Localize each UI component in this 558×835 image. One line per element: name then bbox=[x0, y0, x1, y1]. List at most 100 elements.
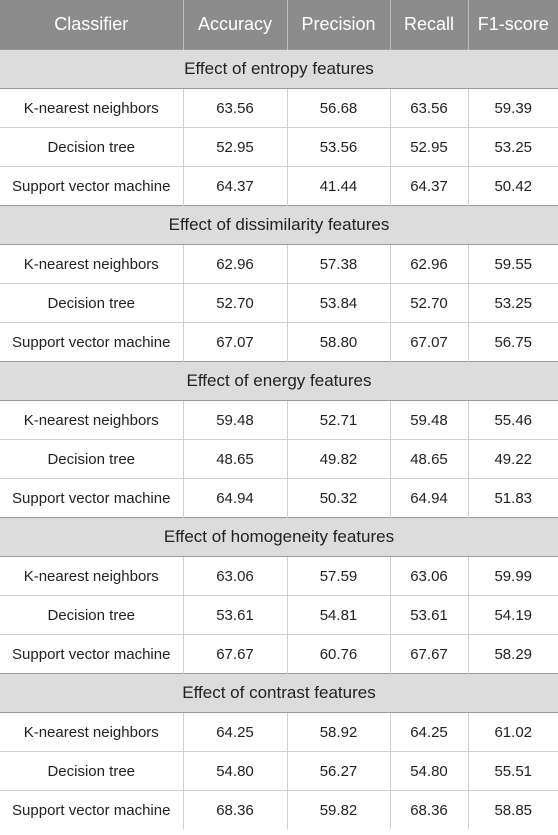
classifier-cell: Support vector machine bbox=[0, 790, 184, 829]
table-row: Decision tree 48.65 49.82 48.65 49.22 bbox=[0, 439, 558, 479]
precision-cell: 49.82 bbox=[287, 439, 391, 479]
precision-cell: 41.44 bbox=[287, 166, 391, 206]
table-row: K-nearest neighbors 59.48 52.71 59.48 55… bbox=[0, 400, 558, 440]
precision-cell: 59.82 bbox=[287, 790, 391, 829]
recall-cell: 52.95 bbox=[390, 127, 469, 167]
f1-score-cell: 53.25 bbox=[468, 127, 558, 167]
f1-score-cell: 55.51 bbox=[468, 751, 558, 791]
f1-score-cell: 54.19 bbox=[468, 595, 558, 635]
header-accuracy: Accuracy bbox=[183, 0, 288, 50]
recall-cell: 67.67 bbox=[390, 634, 469, 674]
recall-cell: 48.65 bbox=[390, 439, 469, 479]
table-row: Support vector machine 67.07 58.80 67.07… bbox=[0, 322, 558, 362]
classifier-cell: Support vector machine bbox=[0, 634, 184, 674]
classifier-cell: Decision tree bbox=[0, 439, 184, 479]
accuracy-cell: 64.37 bbox=[183, 166, 288, 206]
table-row: K-nearest neighbors 64.25 58.92 64.25 61… bbox=[0, 712, 558, 752]
accuracy-cell: 62.96 bbox=[183, 244, 288, 284]
precision-cell: 50.32 bbox=[287, 478, 391, 518]
precision-cell: 58.80 bbox=[287, 322, 391, 362]
recall-cell: 63.06 bbox=[390, 556, 469, 596]
table-row: Support vector machine 67.67 60.76 67.67… bbox=[0, 634, 558, 674]
precision-cell: 60.76 bbox=[287, 634, 391, 674]
precision-cell: 53.84 bbox=[287, 283, 391, 323]
accuracy-cell: 63.06 bbox=[183, 556, 288, 596]
f1-score-cell: 59.55 bbox=[468, 244, 558, 284]
recall-cell: 52.70 bbox=[390, 283, 469, 323]
table-row: Decision tree 54.80 56.27 54.80 55.51 bbox=[0, 751, 558, 791]
recall-cell: 62.96 bbox=[390, 244, 469, 284]
f1-score-cell: 53.25 bbox=[468, 283, 558, 323]
accuracy-cell: 52.95 bbox=[183, 127, 288, 167]
f1-score-cell: 59.39 bbox=[468, 88, 558, 128]
header-row: Classifier Accuracy Precision Recall F1-… bbox=[0, 0, 558, 50]
section-title: Effect of dissimilarity features bbox=[0, 205, 558, 245]
accuracy-cell: 54.80 bbox=[183, 751, 288, 791]
precision-cell: 57.59 bbox=[287, 556, 391, 596]
classifier-cell: Decision tree bbox=[0, 595, 184, 635]
accuracy-cell: 59.48 bbox=[183, 400, 288, 440]
classifier-cell: Decision tree bbox=[0, 127, 184, 167]
section-title: Effect of energy features bbox=[0, 361, 558, 401]
classifier-cell: K-nearest neighbors bbox=[0, 556, 184, 596]
recall-cell: 59.48 bbox=[390, 400, 469, 440]
precision-cell: 57.38 bbox=[287, 244, 391, 284]
section-row: Effect of energy features bbox=[0, 361, 558, 401]
header-precision: Precision bbox=[287, 0, 391, 50]
precision-cell: 54.81 bbox=[287, 595, 391, 635]
precision-cell: 58.92 bbox=[287, 712, 391, 752]
precision-cell: 56.68 bbox=[287, 88, 391, 128]
accuracy-cell: 64.25 bbox=[183, 712, 288, 752]
f1-score-cell: 61.02 bbox=[468, 712, 558, 752]
table-row: Support vector machine 64.37 41.44 64.37… bbox=[0, 166, 558, 206]
accuracy-cell: 68.36 bbox=[183, 790, 288, 829]
precision-cell: 56.27 bbox=[287, 751, 391, 791]
section-row: Effect of homogeneity features bbox=[0, 517, 558, 557]
classifier-cell: Support vector machine bbox=[0, 322, 184, 362]
section-title: Effect of entropy features bbox=[0, 49, 558, 89]
recall-cell: 64.37 bbox=[390, 166, 469, 206]
recall-cell: 64.94 bbox=[390, 478, 469, 518]
f1-score-cell: 58.85 bbox=[494, 801, 533, 819]
accuracy-cell: 67.67 bbox=[183, 634, 288, 674]
recall-cell: 64.25 bbox=[390, 712, 469, 752]
accuracy-cell: 67.07 bbox=[183, 322, 288, 362]
f1-score-cell: 58.29 bbox=[494, 645, 533, 663]
classifier-cell: Decision tree bbox=[0, 283, 184, 323]
f1-score-cell: 55.46 bbox=[468, 400, 558, 440]
section-row: Effect of contrast features bbox=[0, 673, 558, 713]
table-row: Decision tree 52.95 53.56 52.95 53.25 bbox=[0, 127, 558, 167]
header-f1-score: F1-score bbox=[468, 0, 558, 50]
f1-score-cell: 49.22 bbox=[468, 439, 558, 479]
recall-cell: 54.80 bbox=[390, 751, 469, 791]
table-row: Support vector machine 64.94 50.32 64.94… bbox=[0, 478, 558, 518]
section-row: Effect of dissimilarity features bbox=[0, 205, 558, 245]
table-row: K-nearest neighbors 63.56 56.68 63.56 59… bbox=[0, 88, 558, 128]
recall-cell: 68.36 bbox=[390, 790, 469, 829]
table-row: Decision tree 53.61 54.81 53.61 54.19 bbox=[0, 595, 558, 635]
section-row: Effect of entropy features bbox=[0, 49, 558, 89]
section-title: Effect of contrast features bbox=[0, 673, 558, 713]
precision-cell: 52.71 bbox=[287, 400, 391, 440]
section-title: Effect of homogeneity features bbox=[0, 517, 558, 557]
f1-score-cell: 56.75 bbox=[494, 333, 533, 351]
table-row: Support vector machine 68.36 59.82 68.36… bbox=[0, 790, 558, 829]
table-row: K-nearest neighbors 63.06 57.59 63.06 59… bbox=[0, 556, 558, 596]
accuracy-cell: 52.70 bbox=[183, 283, 288, 323]
f1-score-cell: 59.99 bbox=[468, 556, 558, 596]
classifier-cell: K-nearest neighbors bbox=[0, 400, 184, 440]
table-body: Effect of entropy features K-nearest nei… bbox=[0, 49, 558, 829]
accuracy-cell: 63.56 bbox=[183, 88, 288, 128]
recall-cell: 63.56 bbox=[390, 88, 469, 128]
classifier-cell: K-nearest neighbors bbox=[0, 244, 184, 284]
table-row: K-nearest neighbors 62.96 57.38 62.96 59… bbox=[0, 244, 558, 284]
classifier-cell: Decision tree bbox=[0, 751, 184, 791]
classifier-cell: K-nearest neighbors bbox=[0, 88, 184, 128]
precision-cell: 53.56 bbox=[287, 127, 391, 167]
recall-cell: 53.61 bbox=[390, 595, 469, 635]
accuracy-cell: 53.61 bbox=[183, 595, 288, 635]
f1-score-cell: 51.83 bbox=[494, 489, 533, 507]
recall-cell: 67.07 bbox=[390, 322, 469, 362]
classifier-cell: Support vector machine bbox=[0, 478, 184, 518]
